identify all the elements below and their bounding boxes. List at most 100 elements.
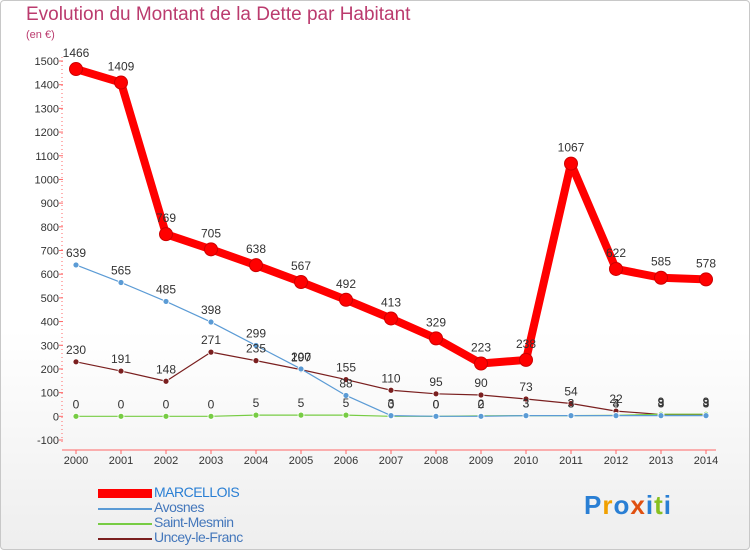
data-label: 8: [658, 395, 665, 409]
chart-title: Evolution du Montant de la Dette par Hab…: [26, 4, 411, 25]
data-label: 567: [291, 259, 311, 273]
data-label: 0: [163, 397, 170, 411]
data-label: 485: [156, 282, 176, 296]
data-label: 155: [336, 361, 356, 375]
logo-letter: r: [602, 490, 614, 520]
data-point: [522, 412, 530, 420]
data-point: [612, 412, 620, 420]
x-tick-label: 2003: [199, 455, 223, 467]
data-label: 3: [703, 397, 710, 411]
data-label: 271: [201, 333, 221, 347]
proxiti-logo: Proxiti: [584, 490, 672, 521]
data-point: [702, 412, 710, 420]
legend-label: Saint-Mesmin: [154, 514, 234, 530]
data-label: 110: [381, 371, 400, 385]
data-point: [72, 261, 80, 269]
data-label: 5: [343, 396, 350, 410]
data-point: [567, 400, 575, 407]
data-label: 223: [471, 340, 491, 354]
x-tick-label: 2012: [604, 455, 628, 467]
data-label: 1409: [108, 60, 135, 74]
data-label: 769: [156, 211, 176, 225]
data-point: [294, 275, 308, 290]
data-point: [474, 356, 488, 371]
data-label: 0: [208, 397, 215, 411]
data-label: 638: [246, 242, 266, 256]
y-tick-label: 800: [41, 222, 59, 234]
data-label: 9: [703, 395, 710, 409]
data-point: [519, 352, 533, 367]
data-point: [699, 272, 713, 287]
y-tick-label: 900: [41, 198, 59, 210]
x-tick-label: 2007: [379, 455, 403, 467]
y-tick-label: 1000: [35, 174, 59, 186]
data-point: [432, 412, 440, 420]
data-label: 329: [426, 315, 446, 329]
data-label: 88: [339, 376, 353, 390]
x-tick-label: 2002: [154, 455, 178, 467]
x-tick-label: 2008: [424, 455, 448, 467]
data-label: 0: [73, 397, 80, 411]
y-tick-label: 1500: [35, 56, 59, 68]
data-label: 191: [111, 352, 131, 366]
data-label: 4: [613, 396, 620, 410]
data-label: 622: [606, 246, 626, 260]
x-tick-label: 2014: [694, 455, 718, 467]
data-point: [432, 390, 440, 398]
legend-swatch: [98, 538, 152, 540]
data-point: [117, 367, 125, 375]
y-tick-label: 0: [53, 411, 59, 423]
y-tick-label: 700: [41, 246, 59, 258]
data-point: [162, 412, 170, 420]
data-point: [204, 242, 218, 257]
y-tick-label: 1200: [35, 127, 59, 139]
y-tick-label: 1300: [35, 103, 59, 115]
data-label: 0: [433, 397, 440, 411]
data-point: [384, 311, 398, 326]
data-point: [72, 412, 80, 420]
data-label: 585: [651, 255, 671, 269]
data-label: 95: [429, 375, 443, 389]
data-label: 565: [111, 263, 131, 277]
data-label: 5: [253, 396, 260, 410]
x-tick-label: 2010: [514, 455, 538, 467]
logo-letter: i: [663, 490, 672, 520]
legend-label: Avosnes: [154, 499, 204, 515]
data-point: [117, 279, 125, 286]
data-label: 8: [703, 395, 710, 409]
data-point: [207, 318, 215, 326]
data-point: [342, 376, 350, 383]
data-point: [522, 395, 530, 403]
data-point: [567, 412, 575, 420]
data-point: [342, 392, 350, 399]
data-label: 0: [433, 397, 440, 411]
x-tick-label: 2001: [109, 455, 133, 467]
y-tick-label: 1100: [35, 151, 59, 163]
y-tick-label: 1400: [35, 80, 59, 92]
data-label: 230: [66, 343, 86, 357]
x-tick-label: 2000: [64, 455, 88, 467]
x-tick-label: 2006: [334, 455, 358, 467]
data-point: [429, 331, 443, 346]
y-tick-label: 100: [41, 388, 59, 400]
data-label: 3: [388, 397, 395, 411]
data-label: 238: [516, 337, 536, 351]
y-tick-label: 400: [41, 317, 59, 329]
data-label: 639: [66, 246, 86, 260]
data-label: 3: [658, 397, 665, 411]
y-tick-label: 500: [41, 293, 59, 305]
data-label: 90: [474, 376, 488, 390]
data-point: [297, 411, 305, 419]
data-label: 5: [298, 396, 305, 410]
legend-label: MARCELLOIS: [154, 484, 240, 500]
data-label: 22: [609, 392, 623, 406]
data-point: [162, 298, 170, 305]
data-point: [609, 261, 623, 276]
legend-swatch: [98, 489, 152, 498]
data-label: 197: [291, 351, 311, 365]
data-label: 413: [381, 295, 401, 309]
data-point: [117, 412, 125, 420]
data-point: [252, 342, 260, 349]
data-label: 0: [388, 397, 395, 411]
data-label: 3: [523, 397, 530, 411]
